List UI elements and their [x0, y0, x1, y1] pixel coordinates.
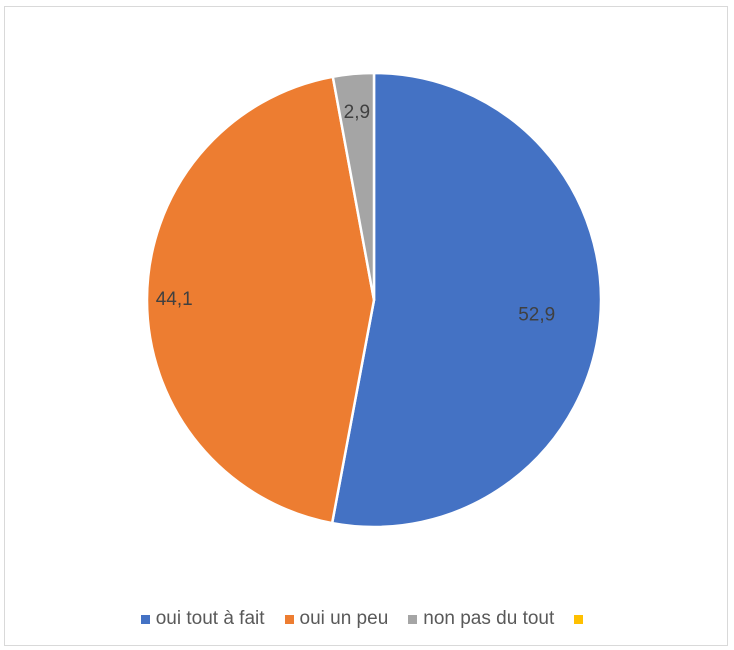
pie-slice-2	[145, 75, 376, 525]
legend-item-empty	[574, 614, 589, 624]
legend: oui tout à fait oui un peu non pas du to…	[0, 608, 730, 630]
legend-label: oui tout à fait	[155, 608, 265, 629]
pie-slice-3	[331, 71, 376, 302]
legend-label: non pas du tout	[423, 608, 555, 629]
legend-swatch-blue	[140, 614, 150, 624]
legend-swatch-yellow	[574, 614, 584, 624]
legend-item-non-pas-du-tout: non pas du tout	[408, 608, 554, 630]
legend-item-oui-un-peu: oui un peu	[284, 608, 389, 630]
legend-swatch-orange	[284, 614, 294, 624]
legend-swatch-gray	[408, 614, 418, 624]
data-label-1: 52,9	[518, 305, 555, 326]
data-label-2: 44,1	[156, 289, 193, 310]
pie-slice-1	[330, 71, 603, 529]
data-label-3: 2,9	[344, 102, 370, 123]
legend-label: oui un peu	[299, 608, 389, 629]
legend-item-oui-tout-a-fait: oui tout à fait	[140, 608, 265, 630]
